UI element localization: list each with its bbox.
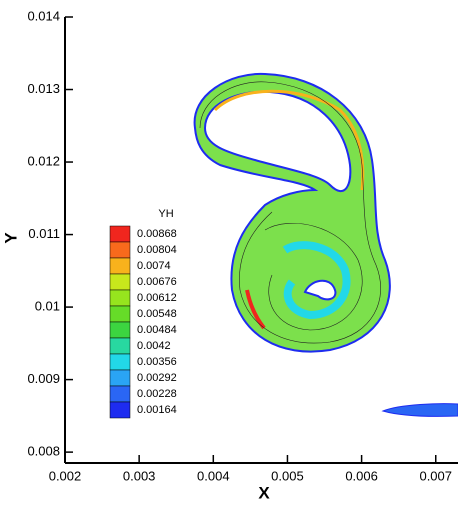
contour-line [264, 223, 363, 331]
legend-label: 0.00612 [137, 292, 177, 304]
y-tick-label: 0.014 [27, 8, 60, 23]
legend-swatch [109, 289, 131, 307]
legend-label: 0.00804 [137, 244, 177, 256]
x-tick-label: 0.003 [123, 468, 156, 483]
x-tick-label: 0.002 [49, 468, 82, 483]
y-tick-label: 0.012 [27, 153, 60, 168]
legend-label: 0.00292 [137, 372, 177, 384]
legend-swatch [109, 225, 131, 243]
legend-swatch [109, 305, 131, 323]
legend-label: 0.00676 [137, 276, 177, 288]
legend-label: 0.00484 [137, 324, 177, 336]
legend-label: 0.00548 [137, 308, 177, 320]
legend-swatch [109, 385, 131, 403]
x-tick-label: 0.004 [197, 468, 230, 483]
contour-band [282, 241, 351, 320]
x-tick-label: 0.006 [345, 468, 378, 483]
legend-label: 0.00868 [137, 228, 177, 240]
contour-band [245, 289, 266, 330]
y-tick-label: 0.011 [28, 226, 60, 241]
legend-swatch [109, 321, 131, 339]
legend-swatch [109, 401, 131, 419]
legend-swatch [109, 353, 131, 371]
legend-swatch [109, 337, 131, 355]
y-axis-title: Y [1, 232, 20, 244]
legend-label: 0.00164 [137, 404, 177, 416]
contour-line [199, 81, 381, 344]
x-tick-label: 0.007 [419, 468, 452, 483]
legend-swatch [109, 273, 131, 291]
contour-band [213, 89, 365, 191]
legend-swatch [109, 241, 131, 259]
legend-title: YH [158, 208, 173, 220]
legend-swatch [109, 369, 131, 387]
contour-field [193, 72, 458, 417]
x-tick-label: 0.005 [271, 468, 304, 483]
x-axis-title: X [258, 483, 270, 502]
y-tick-label: 0.008 [27, 444, 60, 459]
y-tick-label: 0.01 [35, 299, 60, 314]
y-tick-label: 0.013 [27, 81, 60, 96]
y-tick-label: 0.009 [27, 371, 60, 386]
contour-region [381, 403, 458, 417]
legend-label: 0.00356 [137, 356, 177, 368]
legend-label: 0.00228 [137, 388, 177, 400]
legend-label: 0.0042 [137, 340, 171, 352]
legend-swatch [109, 257, 131, 275]
legend-label: 0.0074 [137, 260, 171, 272]
